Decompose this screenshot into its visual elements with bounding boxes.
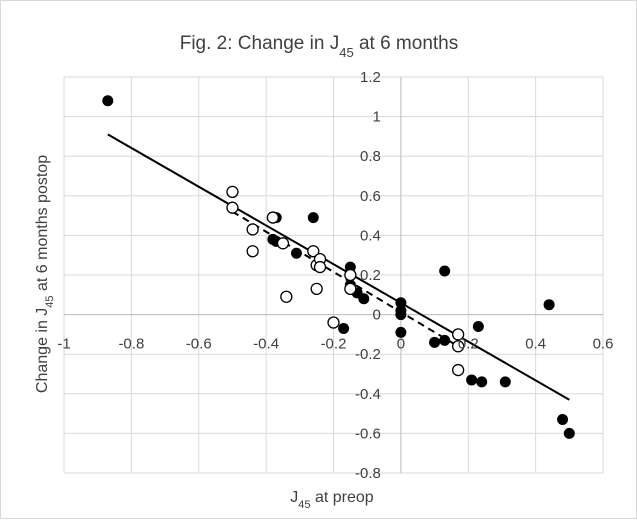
filled-data-point xyxy=(563,427,575,439)
y-tick-label: -0.8 xyxy=(355,465,381,482)
x-tick-label: 0.6 xyxy=(593,336,614,353)
hollow-data-point xyxy=(280,290,293,303)
trendlines xyxy=(107,133,570,401)
filled-data-point xyxy=(543,299,555,311)
hollow-data-point xyxy=(451,340,465,353)
hollow-data-point xyxy=(310,282,323,296)
filled-data-point xyxy=(290,247,302,259)
filled-data-point xyxy=(557,414,569,426)
y-tick-label: 0.8 xyxy=(360,148,381,165)
y-tick-label: 0 xyxy=(373,307,381,324)
x-tick-label: -0.8 xyxy=(118,336,144,353)
filled-data-point xyxy=(476,376,488,388)
hollow-data-point xyxy=(344,268,357,282)
filled-data-point xyxy=(395,326,407,338)
hollow-data-point xyxy=(276,237,290,250)
y-tick-label: 0.2 xyxy=(360,267,381,284)
x-tick-label: -0.6 xyxy=(186,336,212,353)
hollow-data-point xyxy=(313,260,327,274)
filled-data-point xyxy=(429,336,441,348)
tick-labels: -1 -0.8 -0.6 -0.4 -0.2 0 0.2 0.4 0.6 -0.8 -0.6 -0.4… xyxy=(57,69,613,482)
hollow-data-point xyxy=(451,363,465,377)
filled-data-point xyxy=(472,320,484,332)
filled-data-point xyxy=(338,322,350,334)
y-tick-label: 1.2 xyxy=(360,69,381,86)
filled-data-point xyxy=(395,297,407,309)
filled-data-point xyxy=(499,376,511,388)
y-tick-label: 1 xyxy=(373,109,381,126)
hollow-data-point xyxy=(246,223,259,236)
x-tick-label: -0.4 xyxy=(253,336,279,353)
y-tick-label: -0.6 xyxy=(355,425,381,442)
data-points xyxy=(102,95,575,439)
chart-title: Fig. 2: Change in J45 at 6 months xyxy=(180,33,459,60)
filled-data-point xyxy=(439,265,451,277)
filled-data-point xyxy=(102,95,114,107)
y-tick-label: 0.6 xyxy=(360,188,381,205)
solid-trendline xyxy=(107,133,570,401)
x-tick-label: 0.2 xyxy=(458,336,479,353)
y-tick-label: -0.4 xyxy=(355,386,381,403)
x-tick-label: -1 xyxy=(57,336,70,353)
x-tick-label: 0.4 xyxy=(525,336,546,353)
x-tick-label: 0 xyxy=(397,336,405,353)
y-tick-label: 0.4 xyxy=(360,227,381,244)
hollow-data-point xyxy=(307,245,320,258)
filled-data-point xyxy=(466,374,478,386)
hollow-data-point xyxy=(226,185,239,198)
gridlines xyxy=(63,76,604,474)
filled-data-point xyxy=(307,212,319,224)
hollow-data-point xyxy=(327,316,340,329)
hollow-data-point xyxy=(451,328,465,341)
y-axis-label: Change in J45 at 6 months postop xyxy=(34,155,56,393)
filled-data-point xyxy=(395,309,407,321)
hollow-data-point xyxy=(266,211,280,224)
filled-data-point xyxy=(439,334,451,346)
x-axis-label: J45 at preop xyxy=(290,489,374,511)
filled-data-point xyxy=(358,293,370,305)
hollow-data-point xyxy=(344,282,357,296)
axes xyxy=(64,77,603,473)
hollow-data-point xyxy=(246,245,259,258)
y-tick-label: -0.2 xyxy=(355,346,381,363)
x-tick-label: -0.2 xyxy=(321,336,347,353)
hollow-data-point xyxy=(226,201,239,214)
